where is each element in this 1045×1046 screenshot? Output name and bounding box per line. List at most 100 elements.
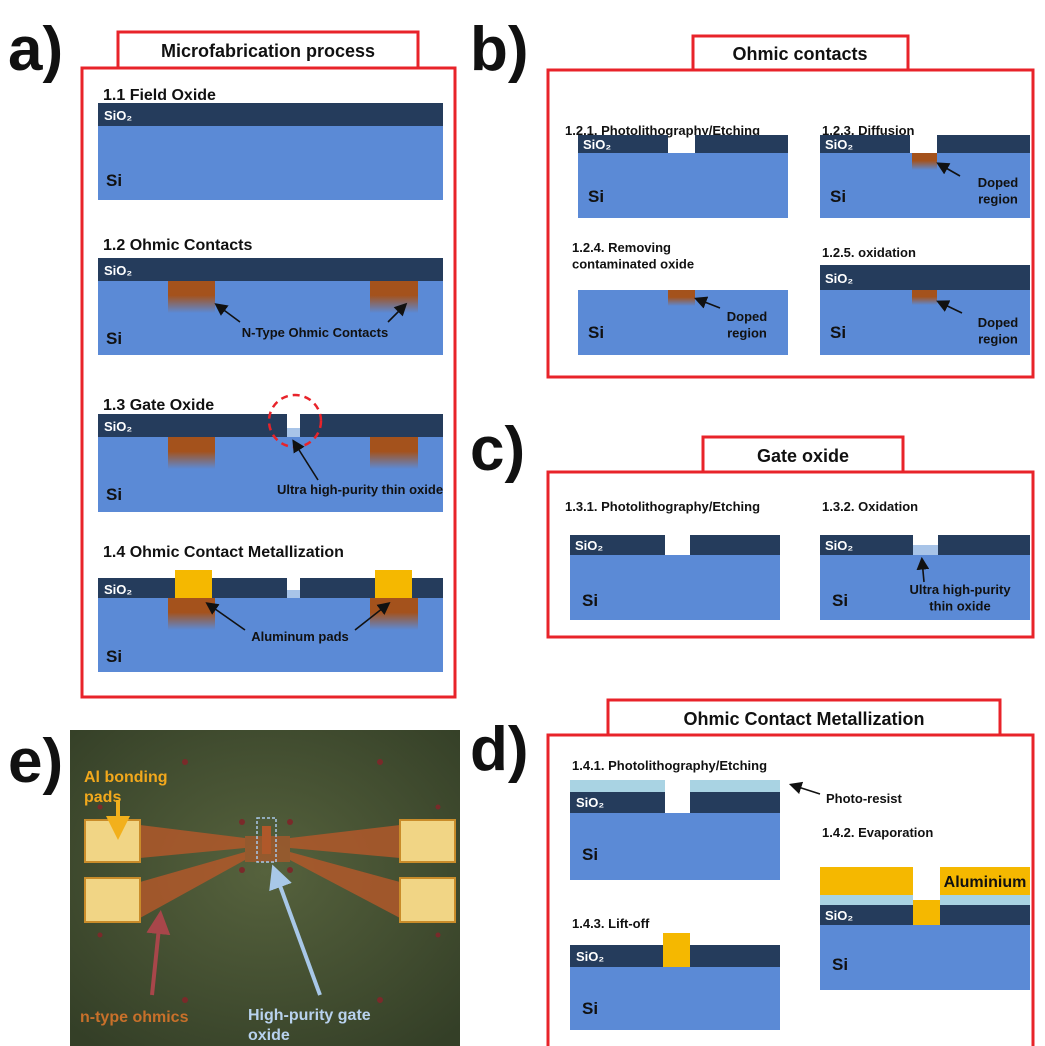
substrate: [820, 925, 1030, 990]
gate-oxide: [262, 826, 271, 854]
oxide-label: SiO₂: [575, 538, 603, 553]
panel-label: b): [470, 15, 529, 84]
text-line: Doped: [727, 309, 768, 324]
dot: [377, 759, 383, 765]
oxide: [690, 792, 780, 813]
substrate: [570, 555, 780, 620]
panel-b: b) Ohmic contacts 1.2.1. Photolithograph…: [470, 15, 1033, 377]
bonding-pad: [85, 878, 140, 922]
substrate-label: Si: [106, 485, 122, 504]
oxide: [98, 103, 443, 126]
panel-label: a): [8, 15, 63, 84]
doped-region: [168, 281, 215, 313]
annotation: Aluminum pads: [251, 629, 349, 644]
oxide-label: SiO₂: [104, 108, 132, 123]
substrate-label: Si: [832, 955, 848, 974]
panel-label: e): [8, 727, 63, 796]
doped-region: [668, 290, 695, 306]
doped-region: [168, 437, 215, 469]
substrate: [578, 153, 788, 218]
panel-title: Ohmic contacts: [732, 44, 867, 64]
annotation: Aluminium: [944, 874, 1027, 891]
oxide-label: SiO₂: [104, 582, 132, 597]
substrate: [570, 813, 780, 880]
thin-oxide: [287, 590, 300, 598]
text-line: thin oxide: [929, 598, 990, 613]
substrate-label: Si: [832, 591, 848, 610]
photo-resist: [820, 895, 913, 905]
text-line: 1.2.4. Removing: [572, 240, 671, 255]
dot: [287, 867, 293, 873]
panel-label: c): [470, 415, 525, 484]
ohmics-label: n-type ohmics: [80, 1009, 189, 1026]
step-title: 1.4.1. Photolithography/Etching: [572, 758, 767, 773]
text-line: Doped: [978, 315, 1019, 330]
text-line: contaminated oxide: [572, 256, 694, 271]
dot: [287, 819, 293, 825]
substrate-label: Si: [582, 999, 598, 1018]
aluminum: [820, 867, 913, 895]
text-line: pads: [84, 789, 121, 806]
text-line: oxide: [248, 1027, 290, 1044]
panel-a: a) Microfabrication process 1.1 Field Ox…: [8, 15, 455, 697]
bonding-pad: [400, 878, 455, 922]
text-line: Al bonding: [84, 769, 168, 786]
oxide: [937, 135, 1030, 153]
text-line: region: [978, 331, 1018, 346]
oxide: [98, 258, 443, 281]
aluminum: [663, 933, 690, 967]
bonding-pad: [400, 820, 455, 862]
thin-oxide: [913, 545, 938, 555]
aluminum: [913, 900, 940, 925]
panel-d: d) Ohmic Contact Metallization 1.4.1. Ph…: [470, 700, 1033, 1046]
oxide: [695, 135, 788, 153]
doped-region: [912, 153, 937, 170]
annotation: Ultra high-purity thin oxide: [277, 482, 443, 497]
oxide-label: SiO₂: [576, 795, 604, 810]
substrate-label: Si: [830, 323, 846, 342]
oxide: [940, 905, 1030, 925]
oxide-label: SiO₂: [825, 271, 853, 286]
doped-region: [168, 598, 215, 630]
oxide-label: SiO₂: [104, 263, 132, 278]
dot: [436, 933, 441, 938]
aluminum-pad: [175, 570, 212, 598]
annotation: Dopedregion: [727, 309, 768, 340]
panel-title: Ohmic Contact Metallization: [683, 709, 924, 729]
substrate-label: Si: [830, 187, 846, 206]
dot: [98, 933, 103, 938]
step-title: 1.3.2. Oxidation: [822, 499, 918, 514]
panel-c: c) Gate oxide 1.3.1. Photolithography/Et…: [470, 415, 1033, 637]
oxide-label: SiO₂: [825, 908, 853, 923]
arrow: [792, 785, 820, 794]
doped-region: [370, 437, 418, 469]
aluminum-pad: [375, 570, 412, 598]
panel-e: e) Al bonding pads n-type ohmics High-pur…: [8, 727, 460, 1046]
substrate: [98, 126, 443, 200]
substrate-label: Si: [106, 647, 122, 666]
thin-oxide: [287, 428, 300, 437]
oxide-label: SiO₂: [583, 137, 611, 152]
oxide: [300, 578, 443, 598]
doped-region: [370, 281, 418, 313]
doped-region: [370, 598, 418, 630]
substrate-label: Si: [588, 323, 604, 342]
dot: [182, 759, 188, 765]
photo-resist: [690, 780, 780, 792]
panel-title: Gate oxide: [757, 446, 849, 466]
text-line: Doped: [978, 175, 1019, 190]
substrate-label: Si: [106, 171, 122, 190]
text-line: region: [727, 325, 767, 340]
step-title: 1.4 Ohmic Contact Metallization: [103, 544, 344, 561]
substrate-label: Si: [588, 187, 604, 206]
text-line: region: [978, 191, 1018, 206]
dot: [239, 819, 245, 825]
step-title: 1.3 Gate Oxide: [103, 397, 214, 414]
oxide: [690, 535, 780, 555]
step-title: 1.2 Ohmic Contacts: [103, 237, 252, 254]
text-line: High-purity gate: [248, 1007, 371, 1024]
step-title: 1.4.3. Lift-off: [572, 916, 650, 931]
